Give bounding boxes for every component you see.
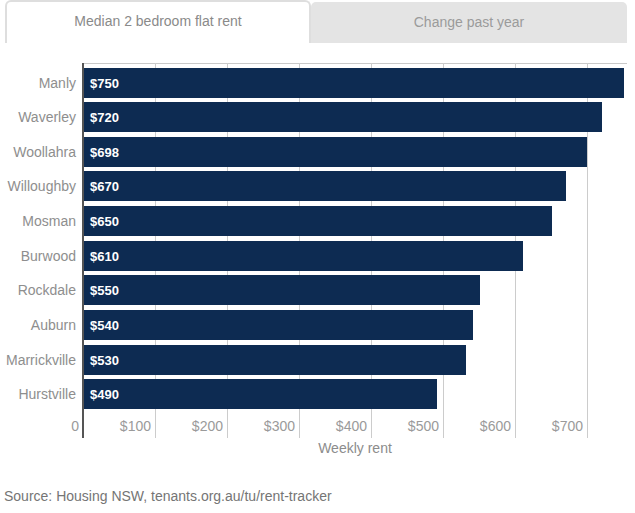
rent-tracker-widget: Median 2 bedroom flat rent Change past y… [0, 0, 635, 513]
category-label: Rockdale [0, 275, 76, 305]
bar-value-label: $550 [84, 283, 119, 298]
bar-rockdale[interactable]: $550 [84, 275, 480, 305]
bar-manly[interactable]: $750 [84, 68, 624, 98]
x-tick-label: $100 [93, 418, 151, 434]
x-tick-label: $600 [453, 418, 511, 434]
bar-hurstville[interactable]: $490 [84, 379, 437, 409]
tab-change-past-year[interactable]: Change past year [311, 2, 627, 43]
bar-mosman[interactable]: $650 [84, 206, 552, 236]
x-tick-label: $500 [381, 418, 439, 434]
x-tick-label: $700 [525, 418, 583, 434]
bar-woollahra[interactable]: $698 [84, 137, 587, 167]
bar-auburn[interactable]: $540 [84, 310, 473, 340]
category-label: Hurstville [0, 379, 76, 409]
source-note: Source: Housing NSW, tenants.org.au/tu/r… [4, 488, 332, 504]
bar-value-label: $670 [84, 179, 119, 194]
category-label: Woollahra [0, 137, 76, 167]
bar-marrickville[interactable]: $530 [84, 345, 466, 375]
bar-value-label: $698 [84, 145, 119, 160]
category-label: Burwood [0, 241, 76, 271]
x-tick-label: $300 [237, 418, 295, 434]
category-label: Auburn [0, 310, 76, 340]
bar-value-label: $750 [84, 76, 119, 91]
bar-value-label: $610 [84, 249, 119, 264]
bar-value-label: $650 [84, 214, 119, 229]
x-tick-label: $400 [309, 418, 367, 434]
bar-waverley[interactable]: $720 [84, 102, 602, 132]
category-label: Manly [0, 68, 76, 98]
x-tick-label: 0 [21, 418, 79, 434]
category-label: Marrickville [0, 345, 76, 375]
bar-value-label: $540 [84, 318, 119, 333]
x-axis-title: Weekly rent [83, 440, 627, 456]
category-label: Waverley [0, 102, 76, 132]
x-tick-label: $200 [165, 418, 223, 434]
bar-value-label: $720 [84, 110, 119, 125]
bar-value-label: $490 [84, 387, 119, 402]
bar-value-label: $530 [84, 353, 119, 368]
tab-median-2-bedroom-flat-rent[interactable]: Median 2 bedroom flat rent [5, 0, 311, 43]
plot-top-border [83, 63, 627, 64]
bar-burwood[interactable]: $610 [84, 241, 523, 271]
bar-willoughby[interactable]: $670 [84, 171, 566, 201]
category-label: Willoughby [0, 171, 76, 201]
category-label: Mosman [0, 206, 76, 236]
